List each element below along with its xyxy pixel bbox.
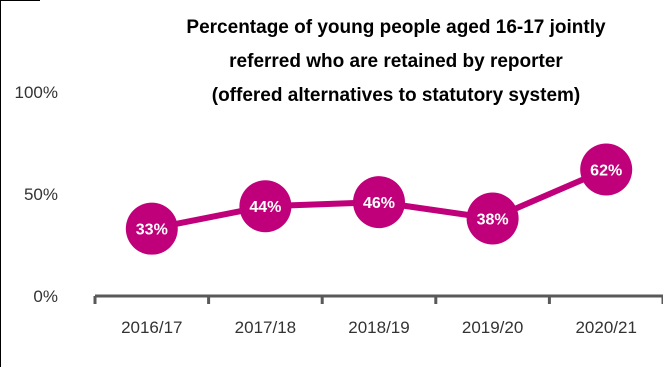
data-label: 62% bbox=[590, 163, 622, 180]
chart-title: Percentage of young people aged 16-17 jo… bbox=[186, 17, 606, 106]
y-tick-label: 50% bbox=[24, 185, 58, 204]
y-tick-label: 100% bbox=[15, 83, 58, 102]
series: 33% 44% 46% 38% 62% bbox=[125, 143, 633, 255]
title-line-2: referred who are retained by reporter bbox=[229, 51, 563, 72]
data-label: 44% bbox=[249, 199, 281, 216]
data-point-marker bbox=[125, 202, 178, 255]
x-axis: 2016/17 2017/18 2018/19 2019/20 2020/21 bbox=[93, 294, 663, 337]
x-tick-label: 2017/18 bbox=[235, 318, 296, 337]
y-axis-tick-labels: 0% 50% 100% bbox=[15, 83, 58, 306]
data-label: 33% bbox=[136, 222, 168, 239]
data-point-marker bbox=[580, 143, 633, 196]
data-point-marker bbox=[466, 192, 519, 245]
y-tick-label: 0% bbox=[33, 287, 58, 306]
data-point-marker bbox=[239, 180, 292, 233]
x-tick-label: 2016/17 bbox=[121, 318, 182, 337]
top-frame-border bbox=[0, 0, 40, 1]
data-point-marker bbox=[353, 176, 405, 229]
data-label: 38% bbox=[477, 211, 509, 228]
x-tick-label: 2020/21 bbox=[575, 318, 636, 337]
x-tick-label: 2019/20 bbox=[462, 318, 523, 337]
left-frame-border bbox=[0, 0, 1, 367]
x-tick-label: 2018/19 bbox=[348, 318, 409, 337]
data-label: 46% bbox=[363, 195, 395, 212]
title-line-1: Percentage of young people aged 16-17 jo… bbox=[186, 17, 606, 38]
title-line-3: (offered alternatives to statutory syste… bbox=[212, 85, 581, 106]
